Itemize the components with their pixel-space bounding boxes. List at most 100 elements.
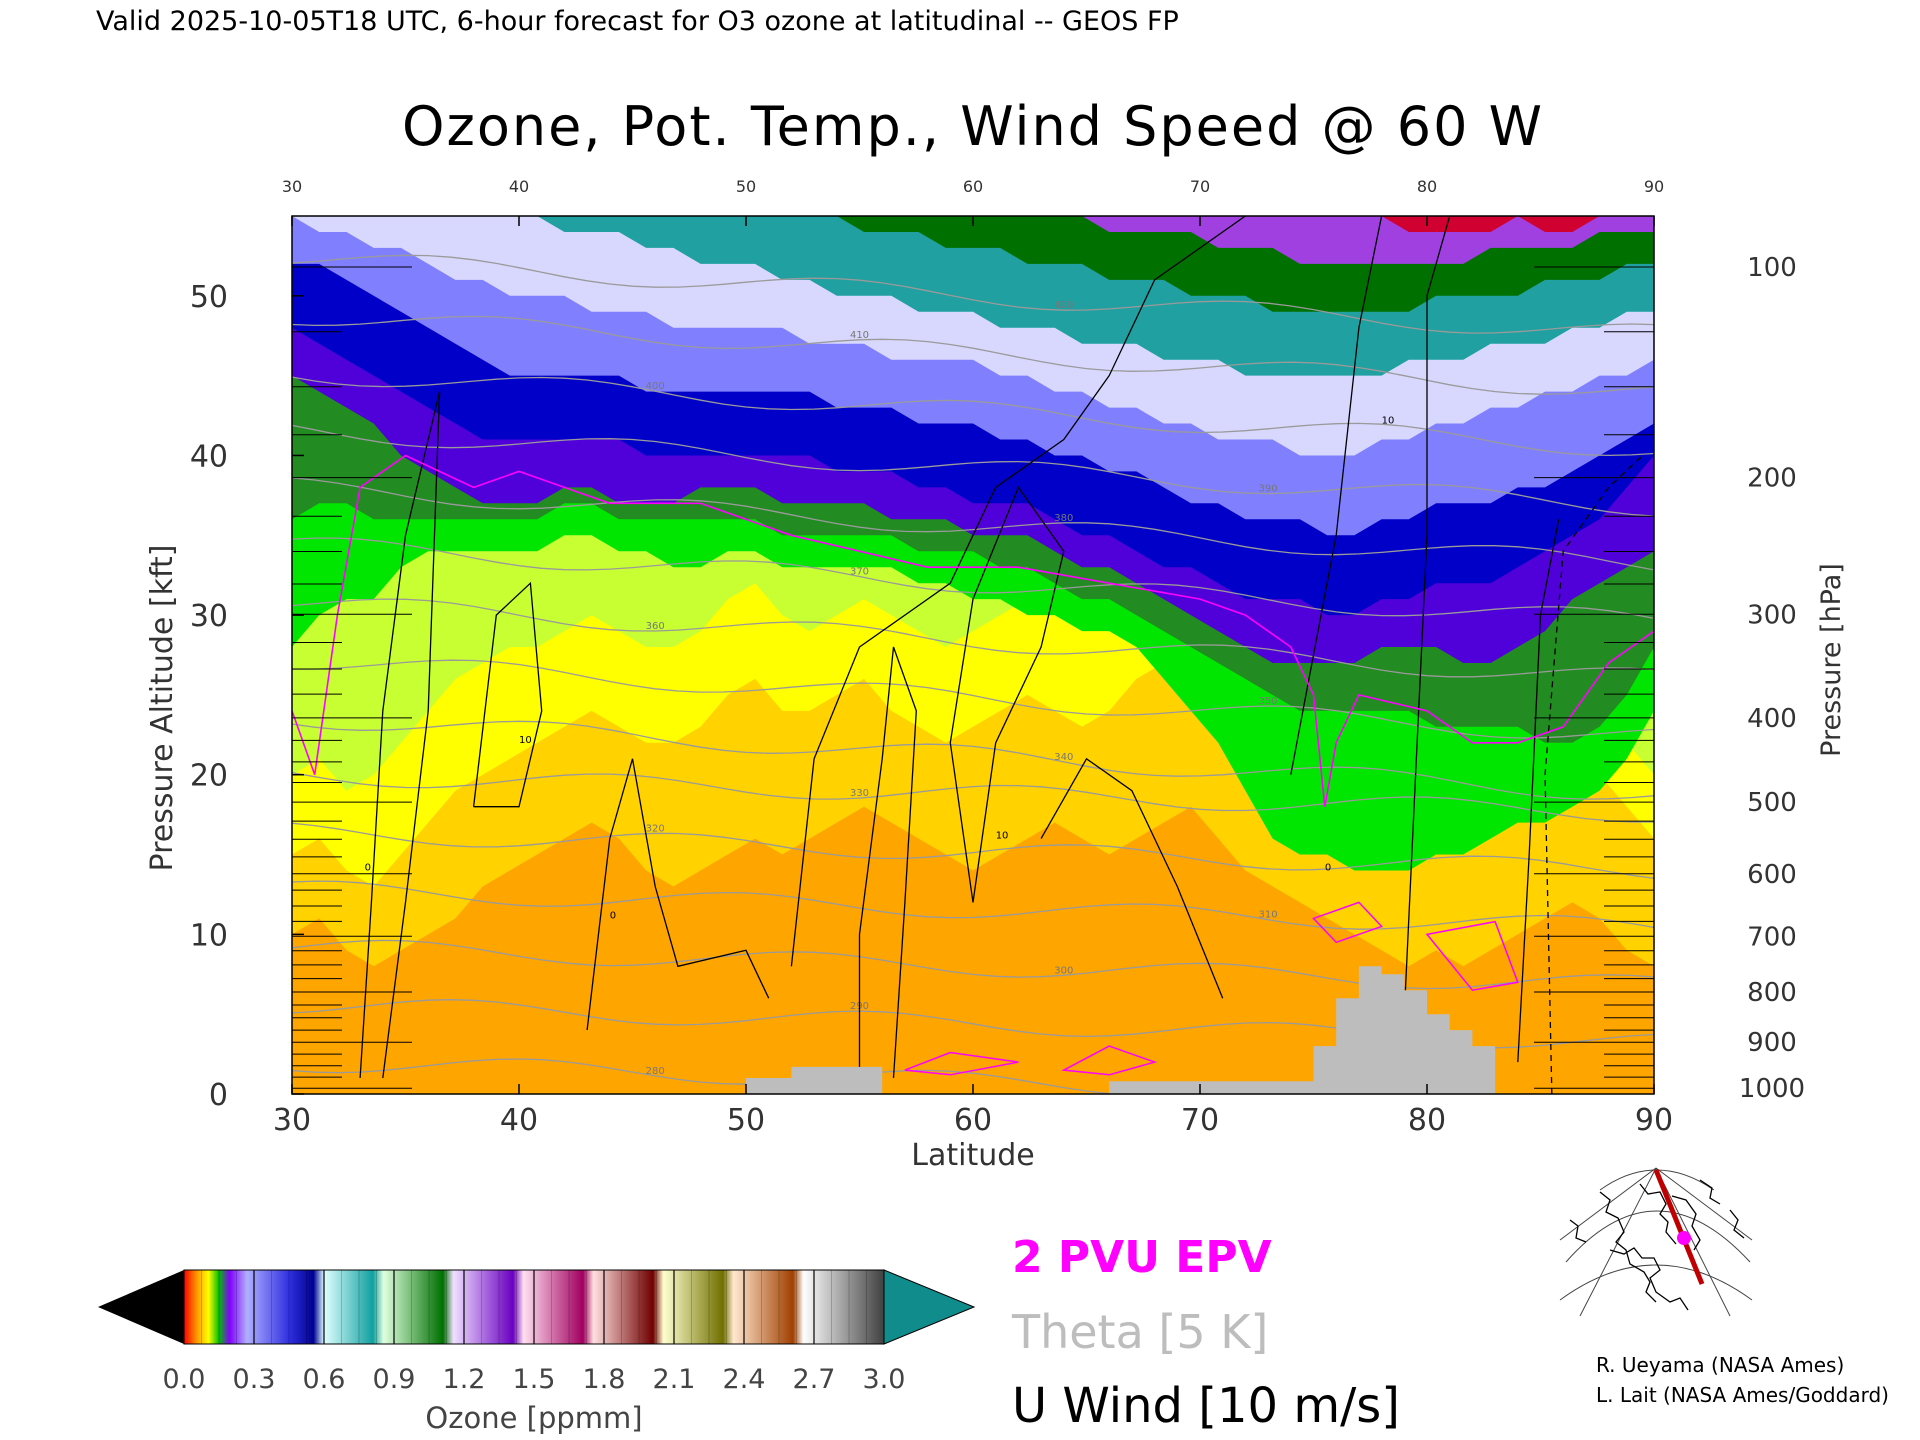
wind-contour-negative xyxy=(1544,454,1644,1094)
top-x-tick-label: 50 xyxy=(736,177,756,196)
pressure-tick-label: 200 xyxy=(1747,464,1797,494)
pressure-tick-label: 600 xyxy=(1747,860,1797,890)
colorbar-tick-label: 1.5 xyxy=(513,1364,556,1395)
theta-contour-label: 330 xyxy=(850,788,869,799)
pressure-tick-label: 300 xyxy=(1747,600,1797,630)
map-coastline xyxy=(1599,1191,1657,1303)
theta-contour xyxy=(292,720,1654,800)
colorbar-tick-label: 1.2 xyxy=(443,1364,486,1395)
wind-contour xyxy=(472,581,543,808)
pressure-axis-label: Pressure [hPa] xyxy=(1816,563,1847,757)
theta-contour-label: 340 xyxy=(1054,752,1073,763)
theta-contour xyxy=(292,772,1654,823)
theta-contour-label: 420 xyxy=(1054,300,1073,311)
epv-legend-label: 2 PVU EPV xyxy=(1012,1232,1272,1283)
pressure-tick-label: 700 xyxy=(1747,922,1797,952)
colorbar-label: Ozone [ppmm] xyxy=(425,1401,642,1435)
epv-contour xyxy=(292,454,1654,807)
wind-contour-label: 10 xyxy=(519,735,532,746)
colorbar-tick-label: 2.4 xyxy=(723,1364,766,1395)
pressure-tick-label: 900 xyxy=(1747,1028,1797,1058)
theta-contour xyxy=(292,537,1654,619)
y-tick-label: 20 xyxy=(190,759,228,794)
y-tick-label: 40 xyxy=(190,439,228,474)
x-axis-label: Latitude xyxy=(911,1138,1034,1173)
y-tick-label: 30 xyxy=(190,599,228,634)
theta-contour-label: 300 xyxy=(1054,965,1073,976)
pressure-tick-label: 1000 xyxy=(1739,1074,1805,1104)
map-coastline xyxy=(1671,1195,1701,1251)
wind-contour-label: 10 xyxy=(996,831,1009,842)
pressure-tick-label: 800 xyxy=(1747,978,1797,1008)
credit-line-2: L. Lait (NASA Ames/Goddard) xyxy=(1596,1383,1889,1407)
x-tick-label: 80 xyxy=(1408,1103,1446,1138)
theta-contour-label: 410 xyxy=(850,330,869,341)
theta-contour-label: 280 xyxy=(646,1066,665,1077)
chart-title: Ozone, Pot. Temp., Wind Speed @ 60 W xyxy=(402,95,1544,158)
wind-contour-label: 10 xyxy=(1382,416,1395,427)
inset-location-map xyxy=(1556,1166,1756,1317)
colorbar-tick-label: 0.6 xyxy=(303,1364,346,1395)
top-x-tick-label: 90 xyxy=(1644,177,1664,196)
x-tick-label: 30 xyxy=(273,1103,311,1138)
theta-contour xyxy=(292,598,1654,678)
section-track xyxy=(1653,1169,1705,1285)
pressure-tick-label: 100 xyxy=(1747,253,1797,283)
y-tick-label: 50 xyxy=(190,280,228,315)
theta-contour-label: 390 xyxy=(1259,484,1278,495)
colorbar-tick-label: 0.9 xyxy=(373,1364,416,1395)
ozone-colorbar: 0.0 0.3 0.6 0.9 1.2 1.5 1.8 2.1 2.4 2.7 3.0 Ozone … xyxy=(98,1269,976,1435)
epv-contour xyxy=(1061,1045,1158,1076)
wind-contour-label: 0 xyxy=(610,910,616,921)
x-tick-label: 40 xyxy=(500,1103,538,1138)
x-tick-label: 90 xyxy=(1635,1103,1673,1138)
pressure-tick-label: 400 xyxy=(1747,704,1797,734)
x-tick-label: 60 xyxy=(954,1103,992,1138)
colorbar-high-arrow xyxy=(883,1269,976,1345)
top-x-tick-label: 60 xyxy=(963,177,983,196)
map-latitude-circle xyxy=(1565,1210,1751,1263)
terrain-mask xyxy=(746,1066,883,1094)
map-meridian xyxy=(1655,1167,1731,1317)
map-meridian xyxy=(1655,1167,1753,1241)
x-tick-label: 50 xyxy=(727,1103,765,1138)
colorbar-low-arrow xyxy=(98,1270,184,1344)
theta-contour-label: 370 xyxy=(850,567,869,578)
credit-line-1: R. Ueyama (NASA Ames) xyxy=(1596,1353,1844,1377)
theta-contour-label: 360 xyxy=(646,621,665,632)
pressure-tick-label: 500 xyxy=(1747,788,1797,818)
wind-contour-label: 0 xyxy=(365,863,371,874)
colorbar-tick-label: 1.8 xyxy=(583,1364,626,1395)
theta-contour-label: 310 xyxy=(1259,910,1278,921)
colorbar-tick-label: 2.7 xyxy=(793,1364,836,1395)
section-location-marker xyxy=(1677,1231,1691,1245)
wind-contour xyxy=(1290,216,1383,775)
contour-legend: 2 PVU EPV Theta [5 K] U Wind [10 m/s] xyxy=(1011,1232,1400,1434)
theta-contour xyxy=(292,822,1654,879)
map-latitude-circle xyxy=(1559,1264,1753,1301)
colorbar-tick-label: 0.3 xyxy=(233,1364,276,1395)
ozone-band xyxy=(292,216,1654,264)
x-tick-label: 70 xyxy=(1181,1103,1219,1138)
wind-contour-label: 0 xyxy=(1325,863,1331,874)
map-coastline xyxy=(1569,1219,1587,1243)
map-meridian xyxy=(1579,1167,1657,1317)
wind-contour xyxy=(1403,216,1451,1015)
wind-contour xyxy=(790,216,1246,967)
y-tick-label: 10 xyxy=(190,918,228,953)
epv-contour xyxy=(904,1051,1019,1076)
theta-contour xyxy=(292,880,1654,930)
colorbar-tick-label: 0.0 xyxy=(163,1364,206,1395)
theta-legend-label: Theta [5 K] xyxy=(1011,1305,1268,1359)
valid-time-header: Valid 2025-10-05T18 UTC, 6-hour forecast… xyxy=(96,6,1179,37)
wind-contour xyxy=(1517,519,1560,1063)
colorbar-tick-label: 3.0 xyxy=(863,1364,906,1395)
wind-contour xyxy=(858,646,917,1079)
terrain-mask xyxy=(1109,966,1496,1094)
y-axis-label: Pressure Altitude [kft] xyxy=(145,545,180,872)
top-x-tick-label: 80 xyxy=(1417,177,1437,196)
theta-contour-label: 320 xyxy=(646,823,665,834)
theta-contour-label: 380 xyxy=(1054,513,1073,524)
wind-contour xyxy=(586,758,770,1031)
